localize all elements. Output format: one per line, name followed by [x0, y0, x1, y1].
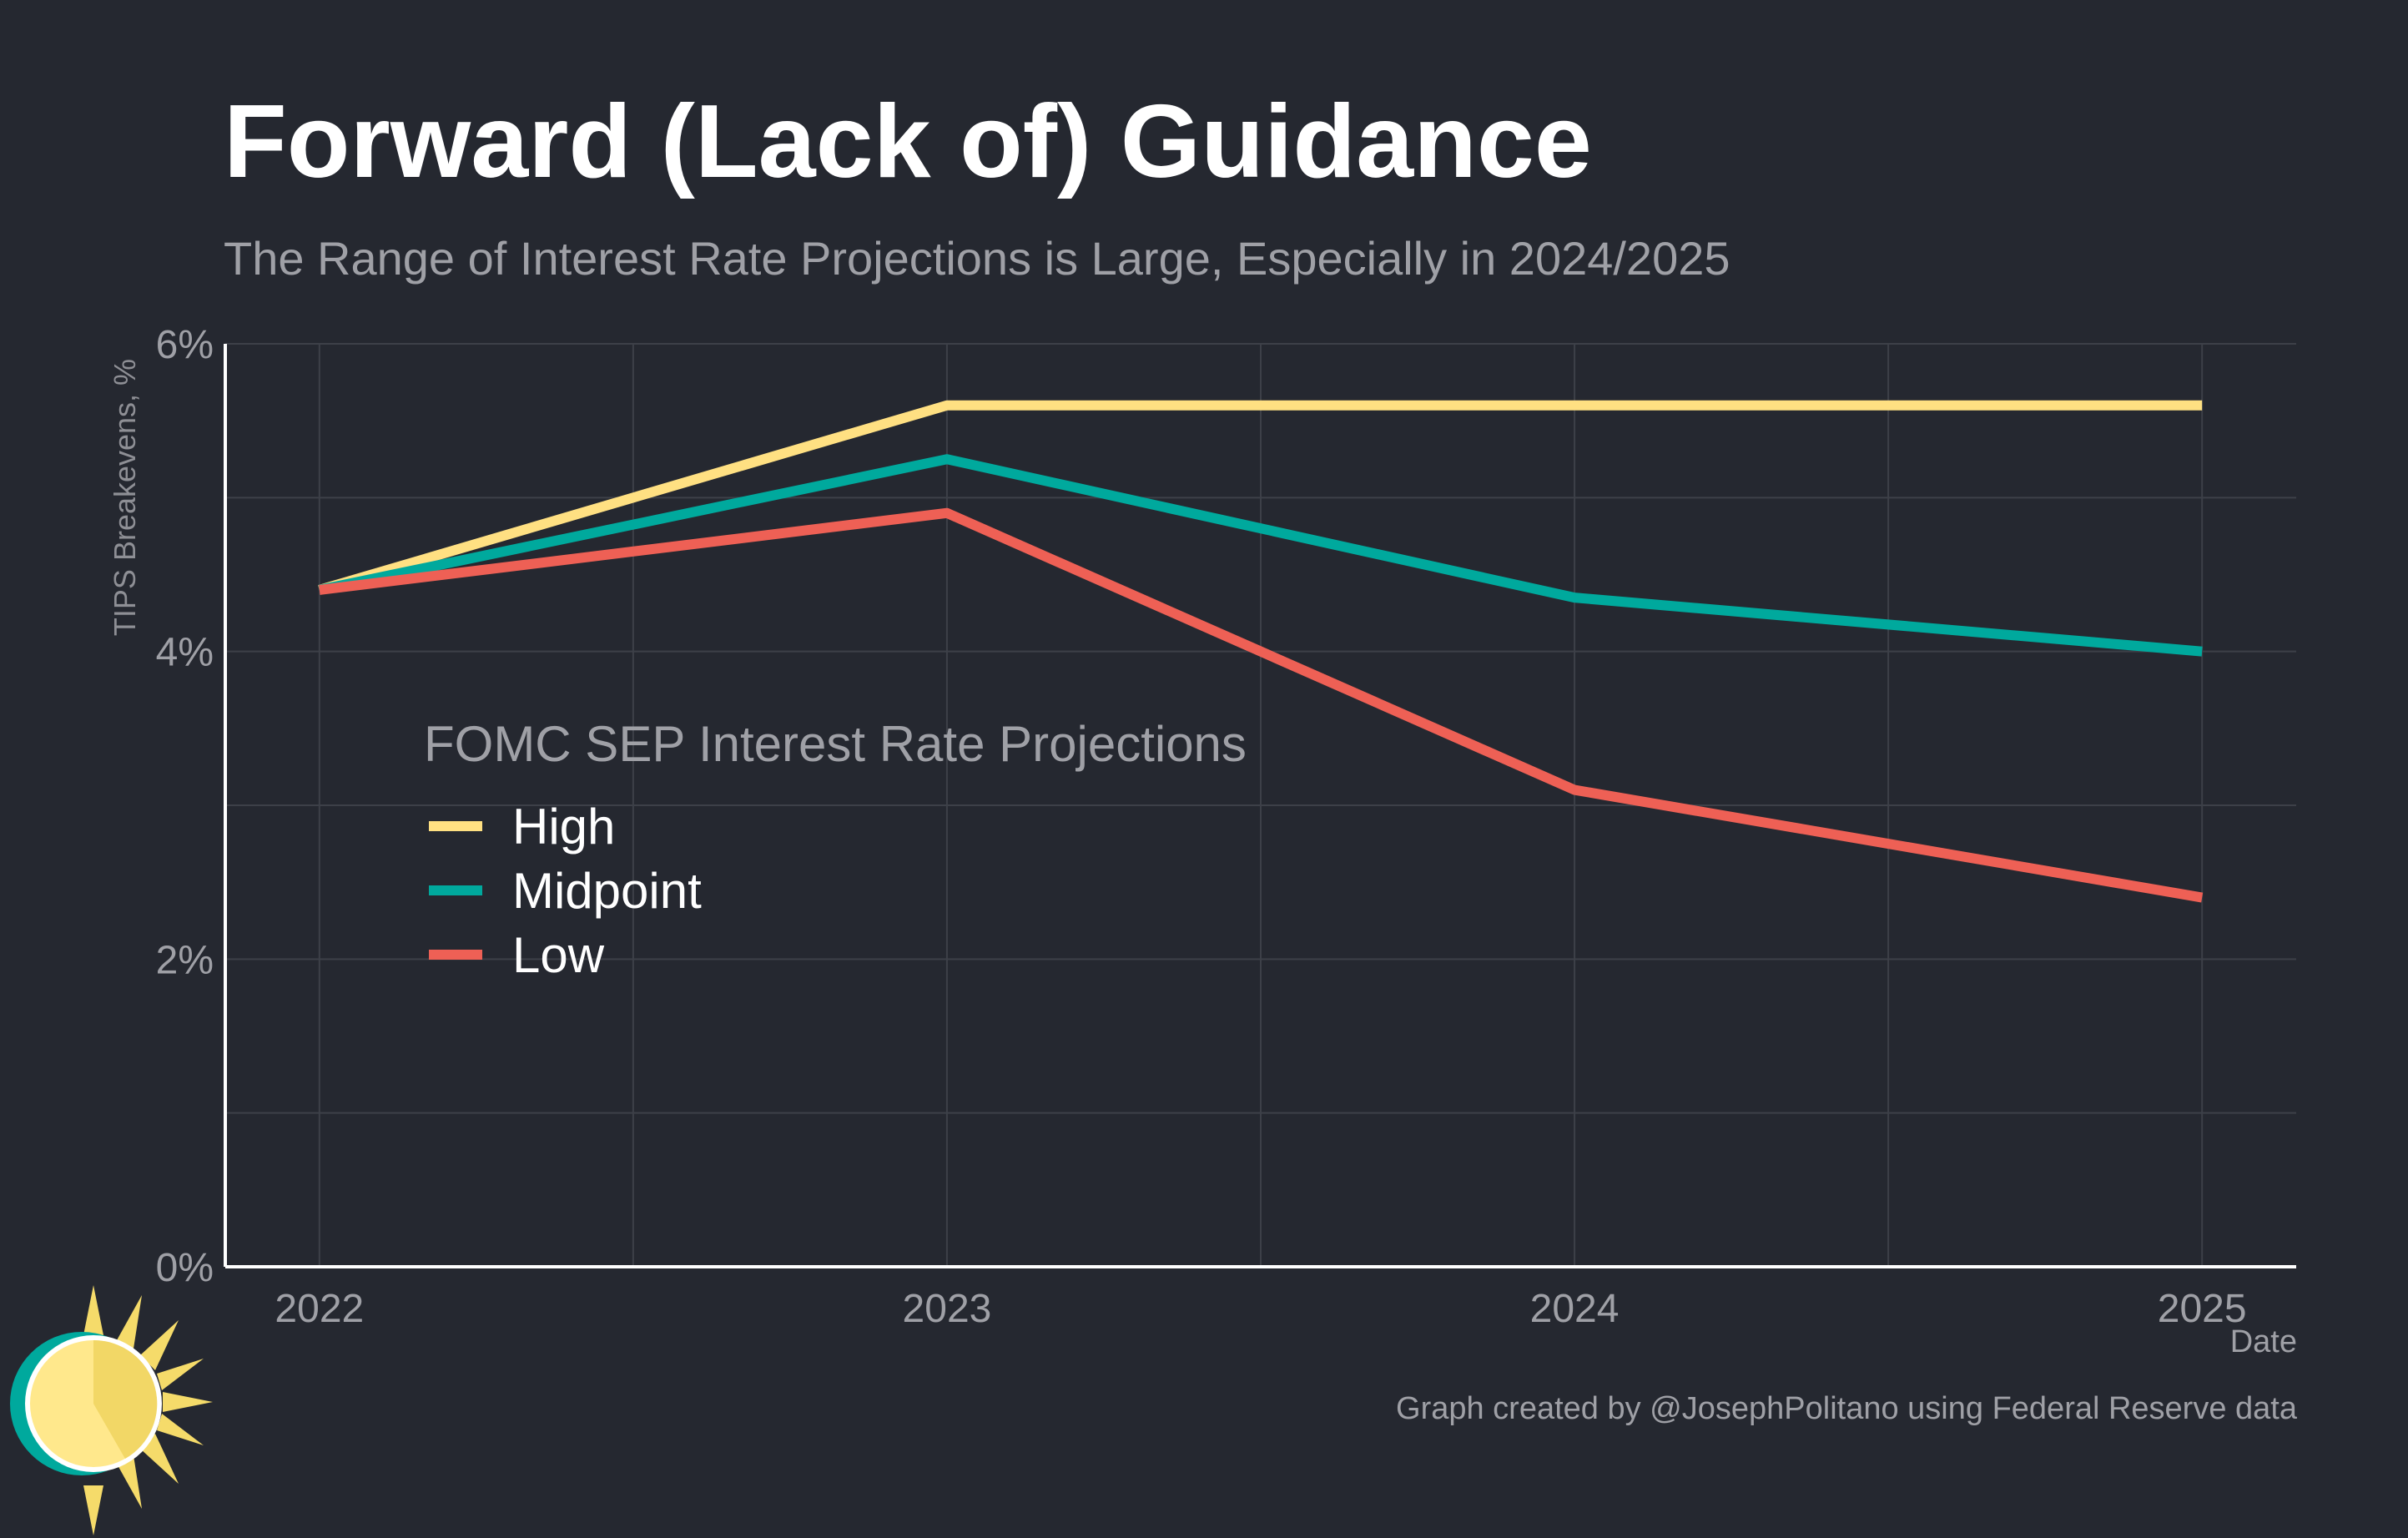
x-tick-label: 2022 — [275, 1287, 364, 1331]
chart-subtitle: The Range of Interest Rate Projections i… — [224, 232, 1730, 285]
legend-label-midpoint: Midpoint — [512, 863, 702, 919]
x-tick-label: 2025 — [2158, 1287, 2247, 1331]
y-tick-label: 2% — [156, 938, 214, 982]
x-axis-label: Date — [2229, 1324, 2297, 1359]
series-line-high — [318, 400, 2203, 595]
sun-logo-icon — [10, 1285, 213, 1535]
y-tick-label: 6% — [156, 323, 214, 367]
legend-label-high: High — [512, 799, 615, 855]
tick-labels: 0% 2% 4% 6% 2022 2023 2024 2025 — [156, 323, 2247, 1331]
y-tick-label: 4% — [156, 631, 214, 675]
y-tick-label: 0% — [156, 1246, 214, 1290]
x-tick-label: 2024 — [1530, 1287, 1620, 1331]
axes — [224, 344, 2296, 1268]
x-tick-label: 2023 — [903, 1287, 992, 1331]
source-credit: Graph created by @JosephPolitano using F… — [1396, 1391, 2297, 1426]
series-line-midpoint — [318, 454, 2203, 657]
legend-title: FOMC SEP Interest Rate Projections — [424, 716, 1247, 772]
legend: FOMC SEP Interest Rate Projections High Mi… — [424, 716, 1247, 983]
series-lines — [318, 400, 2204, 903]
legend-label-low: Low — [512, 927, 605, 983]
chart-title: Forward (Lack of) Guidance — [224, 84, 1592, 199]
grid-lines — [225, 343, 2296, 1268]
series-line-low — [319, 507, 2204, 903]
